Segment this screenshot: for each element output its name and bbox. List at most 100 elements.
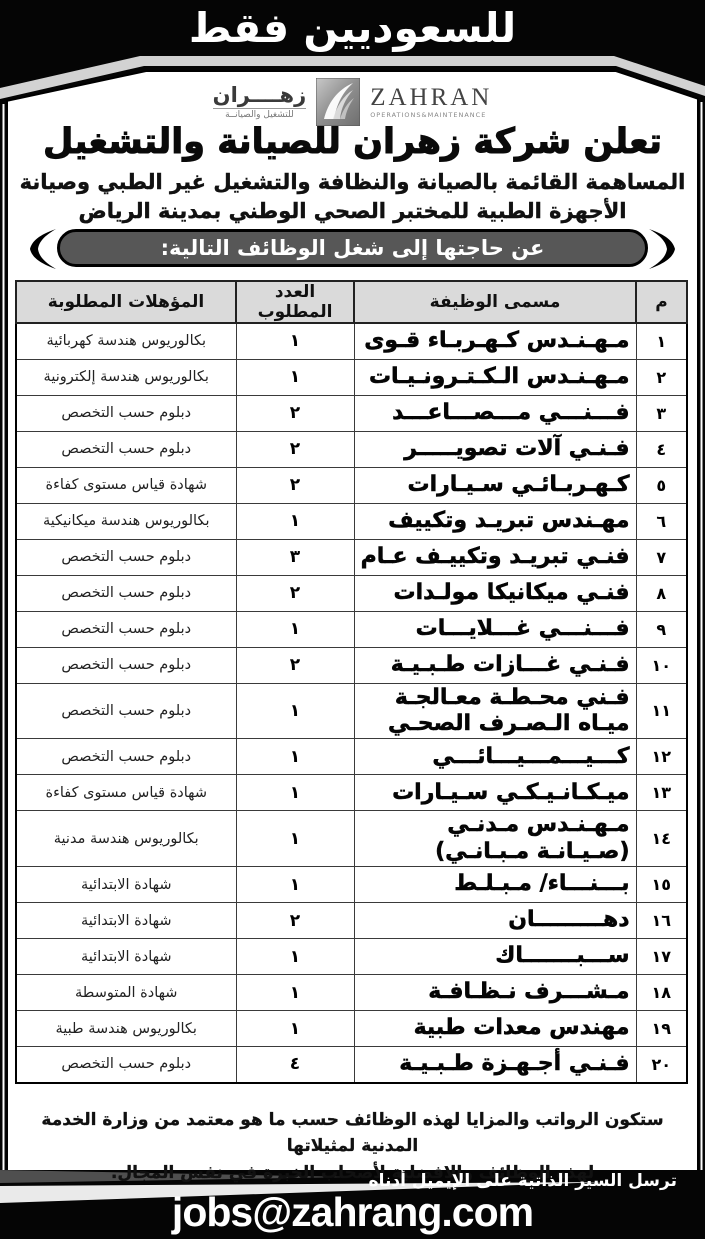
cell-count: ١ bbox=[235, 974, 355, 1012]
cell-num: ١٣ bbox=[635, 774, 688, 812]
jobs-table-wrap: م مسمى الوظيفة العدد المطلوب المؤهلات ال… bbox=[15, 280, 688, 1084]
cell-num: ١٩ bbox=[635, 1010, 688, 1048]
announcement-line-1: المساهمة القائمة بالصيانة والنظافة والتش… bbox=[19, 170, 686, 194]
cell-qualification: شهادة المتوسطة bbox=[15, 974, 237, 1012]
cell-num: ١٤ bbox=[635, 810, 688, 868]
table-row: ١٧ ســـبـــــــاك ١ شهادة الابتدائية bbox=[15, 938, 688, 976]
cell-num: ٣ bbox=[635, 394, 688, 432]
cell-qualification: بكالوريوس هندسة ميكانيكية bbox=[15, 502, 237, 540]
cell-count: ١ bbox=[235, 682, 355, 740]
cell-count: ٢ bbox=[235, 394, 355, 432]
cell-num: ١٧ bbox=[635, 938, 688, 976]
header-qualification: المؤهلات المطلوبة bbox=[15, 280, 237, 324]
zahran-swoosh-icon bbox=[316, 78, 361, 126]
cell-title: مـهـنـدس مـدنـي (صـيـانـة مـبـانـي) bbox=[353, 810, 637, 868]
table-row: ٧ فنـي تبريـد وتكييـف عـام ٣ دبلوم حسب ا… bbox=[15, 538, 688, 576]
logo-arabic-block: زهــــران للتشغيل والصيانــة bbox=[212, 82, 307, 120]
logo-english-block: ZAHRAN OPERATIONS&MAINTENANCE bbox=[370, 85, 492, 119]
cell-title: ســـبـــــــاك bbox=[353, 938, 637, 976]
table-row: ٩ فـــنـــي غـــلايـــات ١ دبلوم حسب الت… bbox=[15, 610, 688, 648]
job-table-body: ١ مـهـنـدس كـهـربـاء قـوى ١ بكالوريوس هن… bbox=[15, 322, 688, 1084]
cell-qualification: شهادة الابتدائية bbox=[15, 902, 237, 940]
cell-num: ٤ bbox=[635, 430, 688, 468]
cell-num: ١١ bbox=[635, 682, 688, 740]
cell-qualification: دبلوم حسب التخصص bbox=[15, 430, 237, 468]
email-address[interactable]: jobs@zahrang.com bbox=[171, 1189, 534, 1235]
cell-qualification: دبلوم حسب التخصص bbox=[15, 394, 237, 432]
cell-count: ٢ bbox=[235, 466, 355, 504]
cell-qualification: دبلوم حسب التخصص bbox=[15, 610, 237, 648]
cell-title: فـنـي غـــازات طـبـيـة bbox=[353, 646, 637, 684]
cell-title: فنـي ميكانيكا مولـدات bbox=[353, 574, 637, 612]
cell-qualification: بكالوريوس هندسة طبية bbox=[15, 1010, 237, 1048]
cell-title: مهندس معدات طبية bbox=[353, 1010, 637, 1048]
cell-qualification: بكالوريوس هندسة مدنية bbox=[15, 810, 237, 868]
cell-num: ٢٠ bbox=[635, 1046, 688, 1084]
announcement-line-2: الأجهزة الطبية للمختبر الصحي الوطني بمدي… bbox=[78, 199, 627, 223]
logo-arabic-name: زهــــران bbox=[212, 82, 307, 107]
table-row: ١٠ فـنـي غـــازات طـبـيـة ٢ دبلوم حسب ال… bbox=[15, 646, 688, 684]
cell-title: ميـكـانـيـكـي سـيـارات bbox=[353, 774, 637, 812]
cell-num: ١ bbox=[635, 322, 688, 360]
left-crescent-icon bbox=[30, 229, 56, 269]
salary-footnote: ستكون الرواتب والمزايا لهذه الوظائف حسب … bbox=[12, 1107, 693, 1186]
header-title: مسمى الوظيفة bbox=[353, 280, 637, 324]
cell-count: ١ bbox=[235, 938, 355, 976]
table-row: ٤ فـنـي آلات تصويـــــر ٢ دبلوم حسب التخ… bbox=[15, 430, 688, 468]
table-row: ١٦ دهـــــــــان ٢ شهادة الابتدائية bbox=[15, 902, 688, 940]
cell-count: ٤ bbox=[235, 1046, 355, 1084]
header-count: العدد المطلوب bbox=[235, 280, 355, 324]
table-row: ٣ فـــنـــي مـــصـــاعـــد ٢ دبلوم حسب ا… bbox=[15, 394, 688, 432]
header-num: م bbox=[635, 280, 688, 324]
zahran-logo: زهــــران للتشغيل والصيانــة ZAHRAN OPER… bbox=[0, 76, 705, 128]
cell-count: ١ bbox=[235, 774, 355, 812]
table-row: ١٢ كـــيـــمـــيـــائـــي ١ دبلوم حسب ال… bbox=[15, 738, 688, 776]
cell-count: ٢ bbox=[235, 574, 355, 612]
table-row: ١ مـهـنـدس كـهـربـاء قـوى ١ بكالوريوس هن… bbox=[15, 322, 688, 360]
cell-count: ١ bbox=[235, 502, 355, 540]
cell-title: فنـي تبريـد وتكييـف عـام bbox=[353, 538, 637, 576]
cell-qualification: شهادة قياس مستوى كفاءة bbox=[15, 466, 237, 504]
cell-title: فـنـي أجـهـزة طـبـيـة bbox=[353, 1046, 637, 1084]
cell-count: ١ bbox=[235, 738, 355, 776]
cell-qualification: دبلوم حسب التخصص bbox=[15, 538, 237, 576]
cell-num: ١٨ bbox=[635, 974, 688, 1012]
saudis-only-banner: للسعوديين فقط bbox=[188, 4, 517, 52]
table-row: ١٥ بـــنـــاء/ مـبـلـط ١ شهادة الابتدائي… bbox=[15, 866, 688, 904]
cell-title: كـــيـــمـــيـــائـــي bbox=[353, 738, 637, 776]
cell-qualification: دبلوم حسب التخصص bbox=[15, 682, 237, 740]
table-row: ١٣ ميـكـانـيـكـي سـيـارات ١ شهادة قياس م… bbox=[15, 774, 688, 812]
cell-num: ١٢ bbox=[635, 738, 688, 776]
cell-qualification: بكالوريوس هندسة كهربائية bbox=[15, 322, 237, 360]
cell-title: بـــنـــاء/ مـبـلـط bbox=[353, 866, 637, 904]
cell-count: ١ bbox=[235, 610, 355, 648]
cell-qualification: شهادة الابتدائية bbox=[15, 866, 237, 904]
cell-num: ١٦ bbox=[635, 902, 688, 940]
cell-count: ٢ bbox=[235, 430, 355, 468]
headline: تعلن شركة زهران للصيانة والتشغيل bbox=[42, 122, 663, 163]
cell-count: ٢ bbox=[235, 902, 355, 940]
table-row: ٥ كـهـربـائـي سـيـارات ٢ شهادة قياس مستو… bbox=[15, 466, 688, 504]
table-row: ٢ مـهـنـدس الـكـتـرونـيـات ١ بكالوريوس ه… bbox=[15, 358, 688, 396]
cv-instruction: ترسل السير الذاتية على الإيميل أدناه bbox=[368, 1171, 677, 1191]
table-row: ١٨ مـشـــرف نـظـافـة ١ شهادة المتوسطة bbox=[15, 974, 688, 1012]
cell-num: ١٥ bbox=[635, 866, 688, 904]
table-row: ١٩ مهندس معدات طبية ١ بكالوريوس هندسة طب… bbox=[15, 1010, 688, 1048]
cell-qualification: شهادة الابتدائية bbox=[15, 938, 237, 976]
cell-count: ٣ bbox=[235, 538, 355, 576]
cell-count: ١ bbox=[235, 866, 355, 904]
cell-count: ١ bbox=[235, 810, 355, 868]
cell-title: فـنـي آلات تصويـــــر bbox=[353, 430, 637, 468]
cell-title: فـــنـــي غـــلايـــات bbox=[353, 610, 637, 648]
cell-qualification: دبلوم حسب التخصص bbox=[15, 646, 237, 684]
cell-title: دهـــــــــان bbox=[353, 902, 637, 940]
cell-title: مهـندس تبريـد وتكييف bbox=[353, 502, 637, 540]
cell-count: ٢ bbox=[235, 646, 355, 684]
cell-qualification: دبلوم حسب التخصص bbox=[15, 1046, 237, 1084]
positions-banner-pill: عن حاجتها إلى شغل الوظائف التالية: bbox=[57, 229, 648, 267]
cell-qualification: بكالوريوس هندسة إلكترونية bbox=[15, 358, 237, 396]
logo-arabic-tagline: للتشغيل والصيانــة bbox=[212, 107, 307, 120]
cell-title: مـهـنـدس الـكـتـرونـيـات bbox=[353, 358, 637, 396]
table-row: ١١ فـني محـطـة معـالجـة ميـاه الـصـرف ال… bbox=[15, 682, 688, 740]
